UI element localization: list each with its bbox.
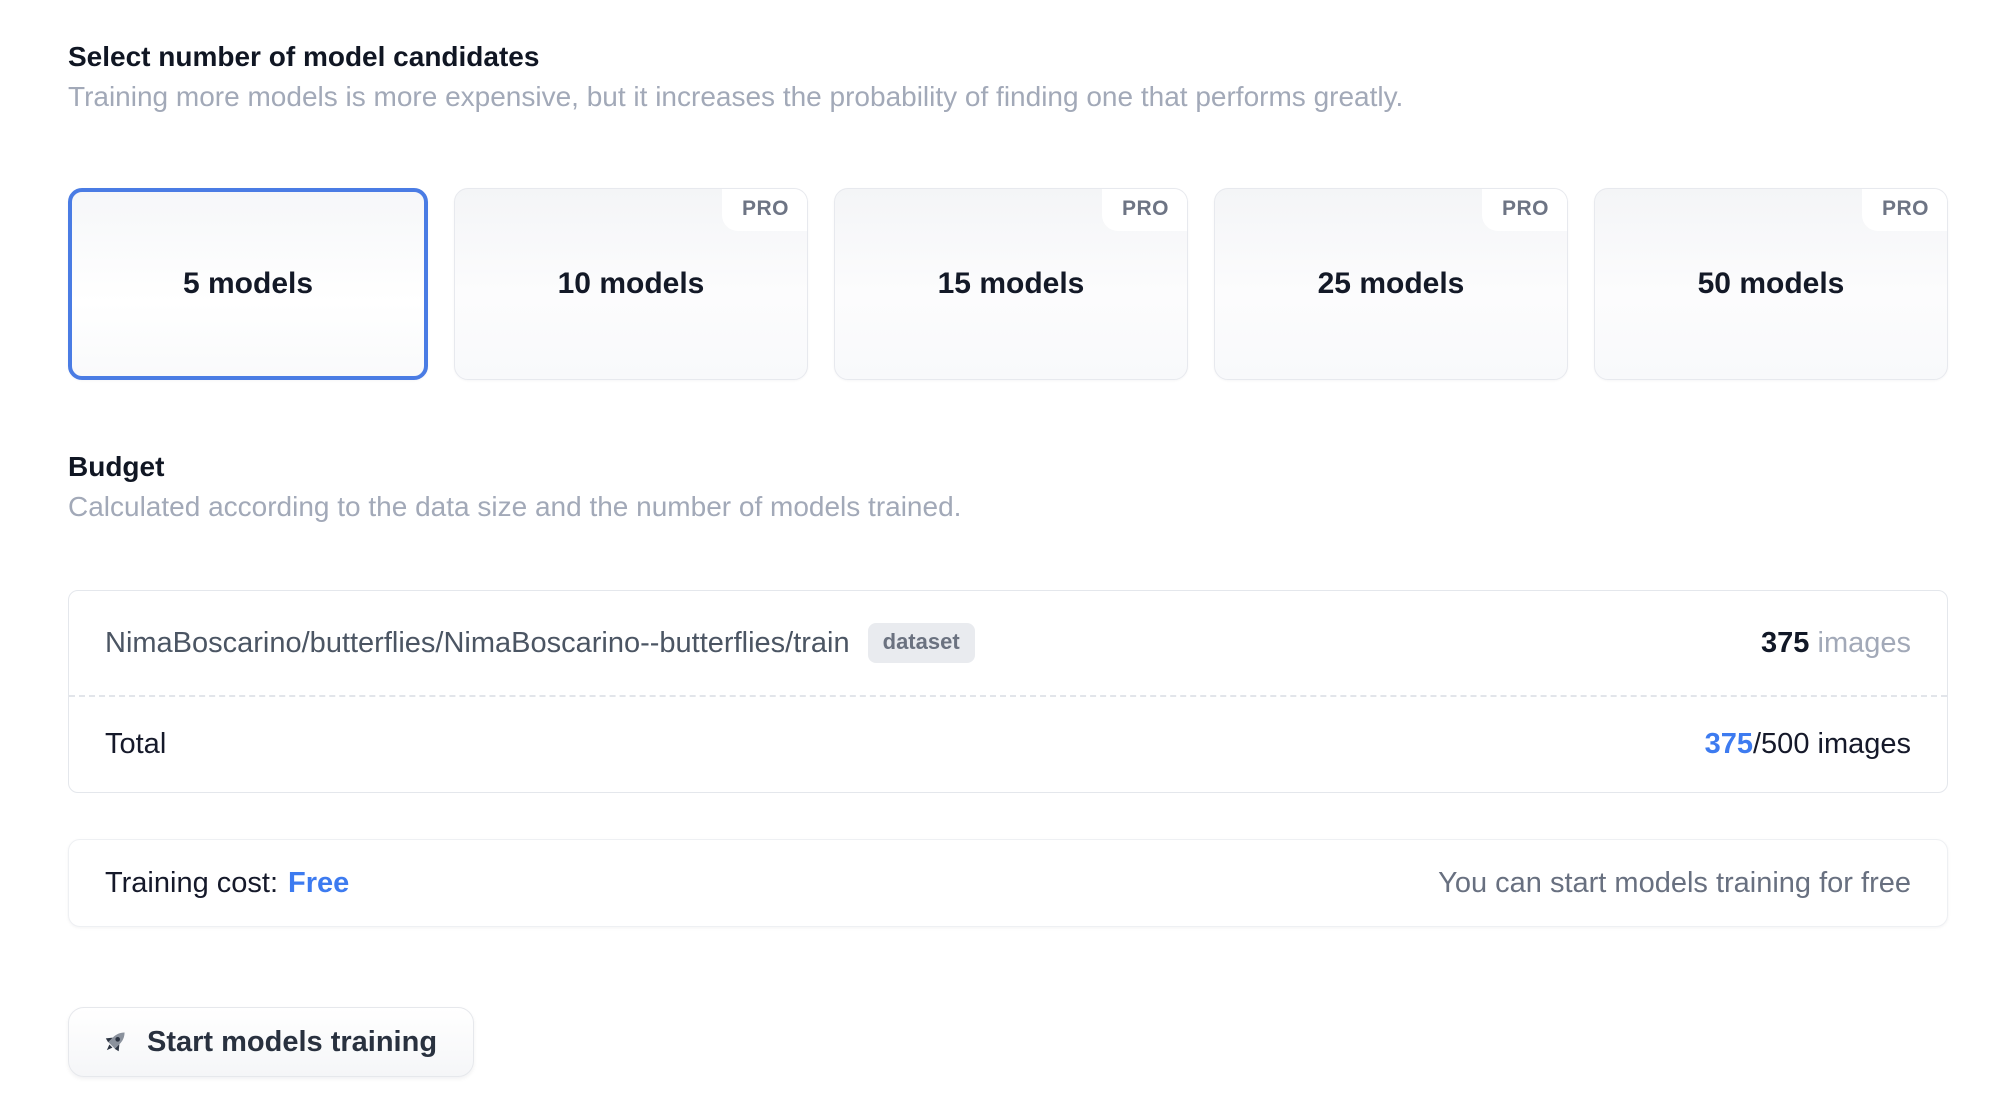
training-cost-bar: Training cost: Free You can start models … [68, 839, 1948, 927]
total-row: Total 375/500 images [69, 695, 1947, 792]
dataset-type-badge: dataset [867, 623, 975, 663]
model-option-label: 15 models [937, 267, 1085, 300]
model-count-options: 5 models PRO 10 models PRO 15 models PRO… [68, 188, 1948, 380]
dataset-image-count-value: 375 [1761, 626, 1810, 659]
total-label: Total [105, 728, 167, 760]
budget-section-title: Budget [68, 451, 165, 482]
start-training-button[interactable]: Start models training [68, 1007, 475, 1077]
training-cost-note: You can start models training for free [1438, 866, 1911, 899]
budget-table: NimaBoscarino/butterflies/NimaBoscarino-… [68, 590, 1948, 793]
model-option-label: 25 models [1317, 267, 1465, 300]
total-used-value: 375 [1704, 728, 1753, 760]
models-section-subtitle: Training more models is more expensive, … [68, 81, 1404, 112]
model-option-label: 10 models [557, 267, 705, 300]
rocket-icon [105, 1032, 125, 1052]
pro-badge: PRO [721, 189, 807, 231]
dataset-image-count-unit: images [1817, 626, 1912, 659]
dataset-row: NimaBoscarino/butterflies/NimaBoscarino-… [69, 591, 1947, 695]
model-option-10[interactable]: PRO 10 models [454, 188, 808, 380]
model-option-50[interactable]: PRO 50 models [1594, 188, 1948, 380]
model-option-label: 5 models [182, 267, 314, 300]
models-section-title: Select number of model candidates [68, 41, 540, 72]
dataset-image-count: 375 images [1761, 627, 1911, 660]
total-limit-value: /500 images [1753, 728, 1911, 760]
training-cost-label: Training cost: [105, 866, 278, 899]
model-option-15[interactable]: PRO 15 models [834, 188, 1188, 380]
training-cost-value: Free [288, 866, 350, 899]
pro-badge: PRO [1481, 189, 1567, 231]
dataset-path: NimaBoscarino/butterflies/NimaBoscarino-… [105, 626, 850, 659]
training-cost: Training cost: Free [105, 867, 349, 900]
model-option-25[interactable]: PRO 25 models [1214, 188, 1568, 380]
model-option-5[interactable]: 5 models [68, 188, 428, 380]
pro-badge: PRO [1861, 189, 1947, 231]
model-option-label: 50 models [1697, 267, 1845, 300]
autotrain-setup-page: Select number of model candidates Traini… [68, 41, 1948, 1077]
start-training-label: Start models training [147, 1025, 438, 1058]
budget-section-subtitle: Calculated according to the data size an… [68, 491, 962, 522]
pro-badge: PRO [1101, 189, 1187, 231]
total-image-count: 375/500 images [1705, 728, 1911, 761]
